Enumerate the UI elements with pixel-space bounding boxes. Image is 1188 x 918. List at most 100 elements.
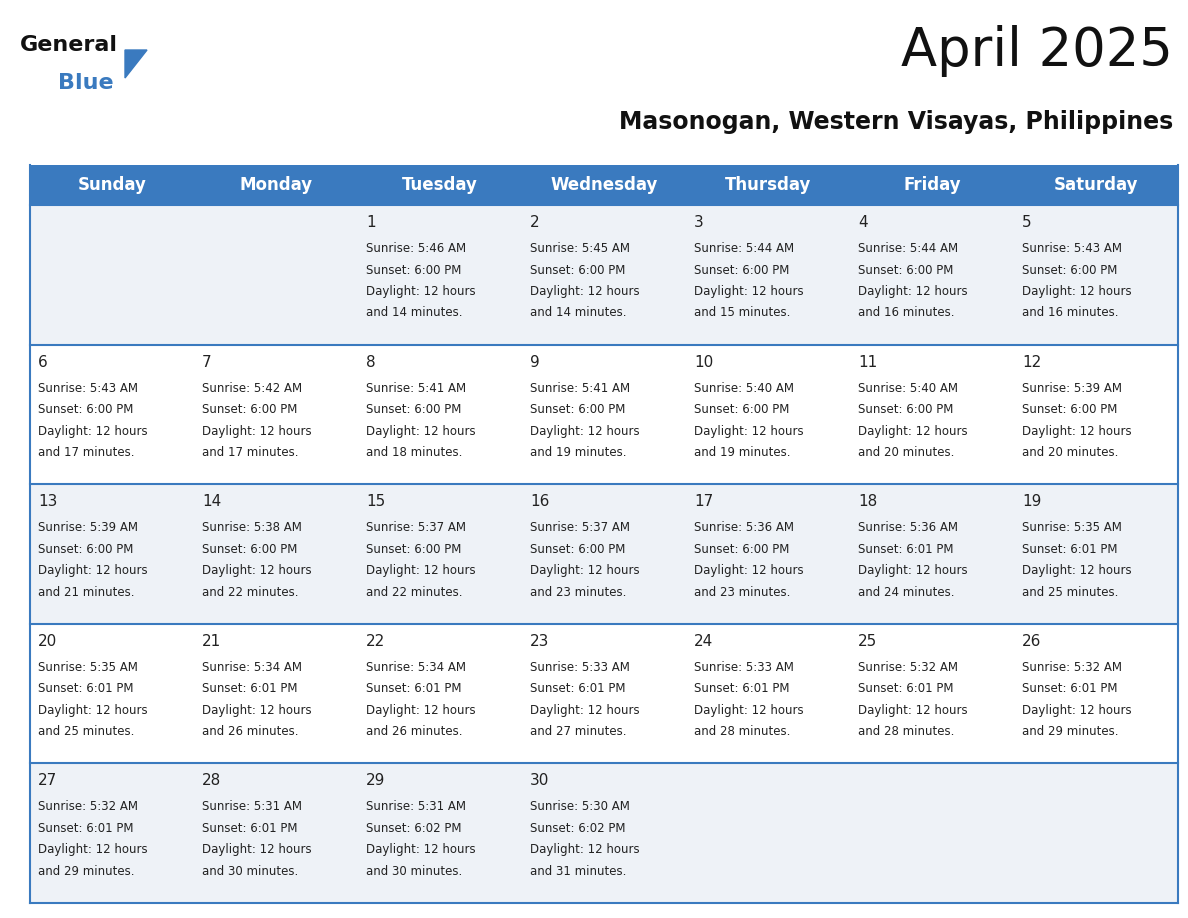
Text: Sunrise: 5:41 AM: Sunrise: 5:41 AM <box>366 382 466 395</box>
Text: Daylight: 12 hours: Daylight: 12 hours <box>694 704 803 717</box>
Text: 23: 23 <box>530 633 549 649</box>
Text: Daylight: 12 hours: Daylight: 12 hours <box>202 425 311 438</box>
Text: Sunrise: 5:31 AM: Sunrise: 5:31 AM <box>202 800 302 813</box>
Text: Daylight: 12 hours: Daylight: 12 hours <box>1022 704 1132 717</box>
Text: 27: 27 <box>38 773 57 789</box>
Text: 11: 11 <box>858 354 877 370</box>
Text: and 17 minutes.: and 17 minutes. <box>202 446 298 459</box>
Text: Sunrise: 5:35 AM: Sunrise: 5:35 AM <box>38 661 138 674</box>
Text: and 30 minutes.: and 30 minutes. <box>366 865 462 878</box>
Text: Daylight: 12 hours: Daylight: 12 hours <box>530 425 639 438</box>
Text: Daylight: 12 hours: Daylight: 12 hours <box>1022 285 1132 298</box>
Bar <box>30 205 1178 344</box>
Text: 25: 25 <box>858 633 877 649</box>
Text: Sunrise: 5:40 AM: Sunrise: 5:40 AM <box>694 382 794 395</box>
Text: 17: 17 <box>694 494 713 509</box>
Text: Sunrise: 5:45 AM: Sunrise: 5:45 AM <box>530 242 630 255</box>
Text: Sunrise: 5:33 AM: Sunrise: 5:33 AM <box>694 661 794 674</box>
Text: 14: 14 <box>202 494 221 509</box>
Text: General: General <box>20 35 118 55</box>
Text: 5: 5 <box>1022 215 1031 230</box>
Text: Daylight: 12 hours: Daylight: 12 hours <box>202 844 311 856</box>
Text: 1: 1 <box>366 215 375 230</box>
Text: Daylight: 12 hours: Daylight: 12 hours <box>1022 425 1132 438</box>
Text: Sunrise: 5:32 AM: Sunrise: 5:32 AM <box>858 661 958 674</box>
Bar <box>30 764 1178 903</box>
Text: and 15 minutes.: and 15 minutes. <box>694 307 790 319</box>
Text: 7: 7 <box>202 354 211 370</box>
Text: 20: 20 <box>38 633 57 649</box>
Text: Sunset: 6:00 PM: Sunset: 6:00 PM <box>694 403 789 416</box>
Text: Sunset: 6:01 PM: Sunset: 6:01 PM <box>694 682 790 695</box>
Text: Sunrise: 5:30 AM: Sunrise: 5:30 AM <box>530 800 630 813</box>
Text: Sunday: Sunday <box>77 176 146 194</box>
Text: Daylight: 12 hours: Daylight: 12 hours <box>858 704 967 717</box>
Text: and 25 minutes.: and 25 minutes. <box>1022 586 1118 599</box>
Text: Daylight: 12 hours: Daylight: 12 hours <box>694 285 803 298</box>
Text: Sunrise: 5:39 AM: Sunrise: 5:39 AM <box>38 521 138 534</box>
Bar <box>30 344 1178 484</box>
Text: Sunrise: 5:33 AM: Sunrise: 5:33 AM <box>530 661 630 674</box>
Text: Sunrise: 5:32 AM: Sunrise: 5:32 AM <box>38 800 138 813</box>
Text: Sunrise: 5:31 AM: Sunrise: 5:31 AM <box>366 800 466 813</box>
Text: Sunrise: 5:34 AM: Sunrise: 5:34 AM <box>202 661 302 674</box>
Text: Sunrise: 5:37 AM: Sunrise: 5:37 AM <box>530 521 630 534</box>
Text: Sunrise: 5:46 AM: Sunrise: 5:46 AM <box>366 242 466 255</box>
Text: Sunrise: 5:36 AM: Sunrise: 5:36 AM <box>694 521 794 534</box>
Text: Sunset: 6:01 PM: Sunset: 6:01 PM <box>858 543 954 555</box>
Text: Sunrise: 5:36 AM: Sunrise: 5:36 AM <box>858 521 958 534</box>
Text: Sunset: 6:00 PM: Sunset: 6:00 PM <box>530 543 625 555</box>
Bar <box>30 484 1178 624</box>
Text: Sunrise: 5:40 AM: Sunrise: 5:40 AM <box>858 382 958 395</box>
Text: Daylight: 12 hours: Daylight: 12 hours <box>858 285 967 298</box>
Text: and 29 minutes.: and 29 minutes. <box>38 865 134 878</box>
Text: 19: 19 <box>1022 494 1042 509</box>
Text: Monday: Monday <box>240 176 312 194</box>
Text: Sunset: 6:00 PM: Sunset: 6:00 PM <box>858 263 954 276</box>
Text: 3: 3 <box>694 215 703 230</box>
Text: Saturday: Saturday <box>1054 176 1138 194</box>
Text: Sunset: 6:00 PM: Sunset: 6:00 PM <box>1022 403 1118 416</box>
Text: Daylight: 12 hours: Daylight: 12 hours <box>366 425 475 438</box>
Text: Daylight: 12 hours: Daylight: 12 hours <box>530 704 639 717</box>
Text: Tuesday: Tuesday <box>402 176 478 194</box>
Text: and 28 minutes.: and 28 minutes. <box>858 725 954 738</box>
Text: Sunset: 6:01 PM: Sunset: 6:01 PM <box>530 682 626 695</box>
Text: Sunset: 6:01 PM: Sunset: 6:01 PM <box>38 822 133 834</box>
Text: Sunset: 6:01 PM: Sunset: 6:01 PM <box>1022 682 1118 695</box>
Text: Sunset: 6:00 PM: Sunset: 6:00 PM <box>530 403 625 416</box>
Text: and 31 minutes.: and 31 minutes. <box>530 865 626 878</box>
Text: Sunset: 6:00 PM: Sunset: 6:00 PM <box>1022 263 1118 276</box>
Text: Sunset: 6:00 PM: Sunset: 6:00 PM <box>366 543 461 555</box>
Text: and 19 minutes.: and 19 minutes. <box>694 446 790 459</box>
Bar <box>30 165 1178 205</box>
Text: Daylight: 12 hours: Daylight: 12 hours <box>38 425 147 438</box>
Text: Sunset: 6:00 PM: Sunset: 6:00 PM <box>530 263 625 276</box>
Text: Daylight: 12 hours: Daylight: 12 hours <box>694 565 803 577</box>
Text: Daylight: 12 hours: Daylight: 12 hours <box>366 565 475 577</box>
Text: and 23 minutes.: and 23 minutes. <box>694 586 790 599</box>
Text: Sunrise: 5:32 AM: Sunrise: 5:32 AM <box>1022 661 1121 674</box>
Text: Sunset: 6:01 PM: Sunset: 6:01 PM <box>858 682 954 695</box>
Text: 30: 30 <box>530 773 549 789</box>
Text: and 14 minutes.: and 14 minutes. <box>366 307 462 319</box>
Text: and 18 minutes.: and 18 minutes. <box>366 446 462 459</box>
Text: 29: 29 <box>366 773 385 789</box>
Text: Daylight: 12 hours: Daylight: 12 hours <box>530 844 639 856</box>
Text: Thursday: Thursday <box>725 176 811 194</box>
Text: Sunrise: 5:39 AM: Sunrise: 5:39 AM <box>1022 382 1121 395</box>
Text: and 19 minutes.: and 19 minutes. <box>530 446 626 459</box>
Text: Sunrise: 5:37 AM: Sunrise: 5:37 AM <box>366 521 466 534</box>
Text: Daylight: 12 hours: Daylight: 12 hours <box>202 704 311 717</box>
Text: and 16 minutes.: and 16 minutes. <box>1022 307 1118 319</box>
Text: 8: 8 <box>366 354 375 370</box>
Text: Daylight: 12 hours: Daylight: 12 hours <box>38 704 147 717</box>
Text: and 25 minutes.: and 25 minutes. <box>38 725 134 738</box>
Text: 18: 18 <box>858 494 877 509</box>
Text: 6: 6 <box>38 354 48 370</box>
Text: 4: 4 <box>858 215 867 230</box>
Text: and 22 minutes.: and 22 minutes. <box>366 586 462 599</box>
Text: 28: 28 <box>202 773 221 789</box>
Text: Wednesday: Wednesday <box>550 176 658 194</box>
Text: Daylight: 12 hours: Daylight: 12 hours <box>694 425 803 438</box>
